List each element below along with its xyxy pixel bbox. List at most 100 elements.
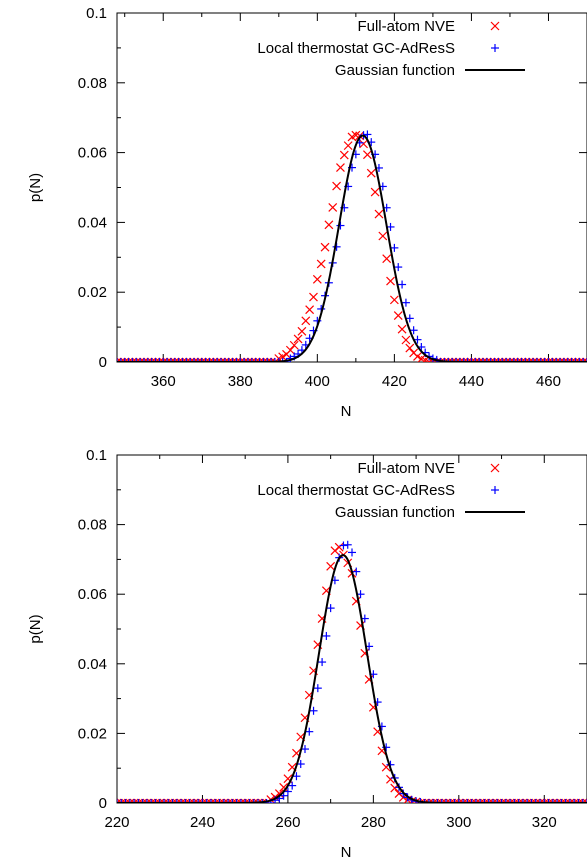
data-point-zero-stroke: [120, 357, 126, 362]
data-point-zero-stroke: [474, 357, 480, 362]
data-point: [397, 324, 407, 334]
data-point-zero: [258, 799, 267, 803]
data-point: [320, 242, 330, 252]
data-point-zero-stroke: [551, 798, 558, 803]
data-point-stroke: [312, 274, 322, 284]
data-point-zero: [450, 798, 459, 803]
legend-label: Full-atom NVE: [357, 18, 455, 35]
data-point-zero: [117, 358, 125, 362]
data-point-zero-stroke: [258, 357, 264, 362]
data-point-zero: [428, 798, 438, 803]
data-point-stroke: [332, 181, 342, 191]
data-point: [413, 351, 422, 361]
data-point-zero: [249, 798, 259, 803]
data-point-zero: [217, 358, 226, 362]
data-point: [316, 259, 326, 269]
data-point-zero-stroke: [524, 357, 531, 362]
data-point-zero: [548, 799, 557, 803]
data-point-zero: [509, 357, 519, 362]
data-point-zero: [444, 358, 453, 362]
data-point-zero: [467, 798, 477, 803]
data-point-zero: [420, 798, 430, 803]
data-point-zero: [243, 357, 253, 362]
data-point-zero-stroke: [520, 357, 526, 362]
data-point-zero-stroke: [162, 357, 168, 362]
data-point-zero: [168, 798, 177, 803]
data-point-zero-stroke: [423, 798, 430, 803]
data-point: [359, 139, 368, 149]
data-point: [279, 782, 289, 792]
data-point-zero: [480, 799, 489, 803]
data-point-stroke: [287, 762, 297, 772]
data-point-zero: [189, 357, 199, 362]
data-point: [297, 326, 307, 336]
data-point-zero: [482, 357, 492, 362]
data-point: [334, 542, 344, 552]
data-point-zero: [447, 357, 457, 362]
data-point-zero: [548, 358, 557, 362]
data-point-zero: [570, 799, 579, 803]
data-point-zero-stroke: [513, 798, 519, 803]
data-point-zero: [267, 358, 276, 362]
data-point-zero: [166, 357, 176, 362]
data-point-zero-stroke: [462, 798, 468, 803]
data-point-zero-stroke: [471, 798, 477, 803]
data-point-zero-stroke: [509, 357, 515, 362]
data-point-zero-stroke: [215, 798, 221, 803]
data-point-zero: [125, 798, 135, 803]
data-point-zero: [228, 357, 237, 362]
data-point: [343, 540, 352, 549]
data-point-zero-stroke: [232, 798, 238, 803]
data-point-zero-stroke: [131, 357, 138, 362]
data-point-zero-stroke: [270, 357, 276, 362]
data-point: [405, 314, 414, 323]
data-point-zero: [263, 358, 272, 362]
data-point-zero-stroke: [231, 357, 237, 362]
data-point-zero-stroke: [482, 357, 488, 362]
data-point-zero-stroke: [146, 798, 152, 803]
data-point-zero: [241, 799, 250, 803]
data-point-zero-stroke: [198, 798, 204, 803]
data-point-zero: [125, 799, 134, 803]
data-point-zero: [228, 358, 237, 362]
data-point-zero: [270, 358, 279, 362]
data-point-zero: [567, 357, 577, 362]
data-point-zero-stroke: [536, 357, 542, 362]
data-point-zero-stroke: [462, 798, 469, 803]
data-point-zero-stroke: [204, 357, 211, 362]
data-point-zero: [452, 358, 461, 362]
data-point-zero: [209, 358, 218, 362]
data-point-zero-stroke: [488, 798, 494, 803]
data-point-zero-stroke: [219, 798, 225, 803]
data-point-zero-stroke: [166, 357, 172, 362]
data-point-zero-stroke: [214, 798, 220, 803]
data-point-zero-stroke: [428, 798, 434, 803]
data-point-zero: [201, 357, 211, 362]
data-point-zero-stroke: [555, 357, 561, 362]
data-point: [285, 345, 295, 355]
data-point-zero-stroke: [419, 798, 425, 803]
data-point-stroke: [362, 150, 372, 160]
data-point-zero-stroke: [210, 798, 217, 803]
data-point-zero-stroke: [509, 357, 515, 362]
data-point-zero-stroke: [235, 357, 242, 362]
data-point-stroke: [386, 276, 395, 286]
data-point-zero: [471, 799, 480, 803]
data-point-zero-stroke: [428, 798, 435, 803]
data-point-zero: [463, 358, 472, 362]
data-point-zero: [544, 357, 553, 362]
data-point-zero: [202, 798, 212, 803]
data-point: [355, 131, 365, 141]
data-point: [318, 658, 327, 667]
data-point-zero: [424, 798, 434, 803]
data-point: [382, 254, 392, 264]
data-point-stroke: [355, 131, 365, 141]
data-point: [283, 787, 292, 796]
data-point-zero-stroke: [158, 357, 164, 362]
data-point-zero: [262, 799, 271, 803]
data-point-zero: [489, 799, 497, 803]
data-point-zero-stroke: [117, 357, 122, 362]
data-point-zero: [513, 357, 523, 362]
data-point: [389, 295, 399, 305]
data-point-zero-stroke: [262, 357, 268, 362]
